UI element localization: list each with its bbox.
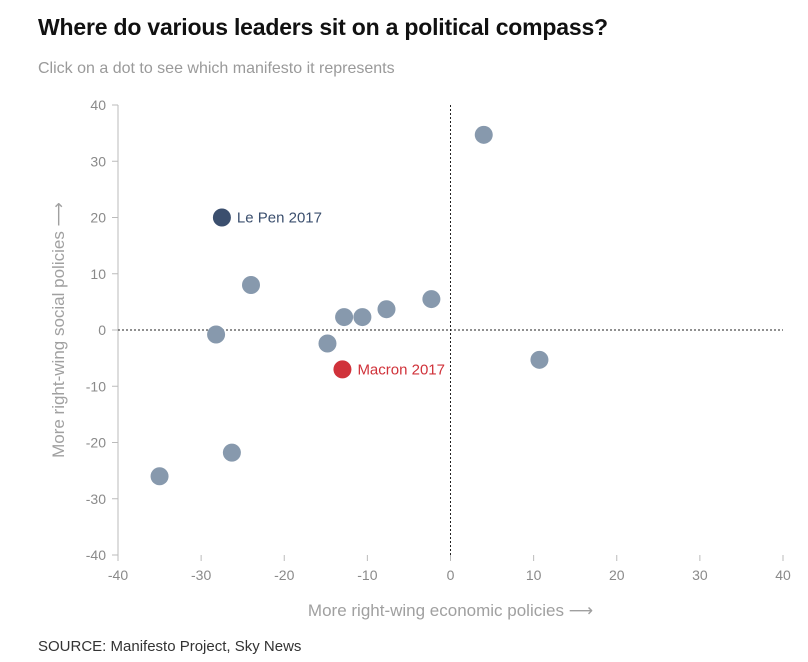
x-tick-label: -10: [357, 567, 377, 583]
data-point[interactable]: [530, 350, 549, 369]
dot-label: Macron 2017: [357, 361, 445, 378]
x-tick-label: 40: [775, 567, 791, 583]
y-tick-label: -10: [86, 378, 106, 394]
dot-le_pen[interactable]: [212, 208, 231, 227]
x-tick-label: 30: [692, 567, 708, 583]
axis-ticks: -40 -30 -20 -10 0 10 20 30 40 -40 -30 -20 -10 0 10 20 30…: [86, 97, 791, 583]
x-axis-label: More right-wing economic policies ⟶: [308, 601, 593, 620]
data-point[interactable]: [207, 325, 226, 344]
data-point[interactable]: [242, 276, 260, 294]
data-point[interactable]: [335, 308, 354, 327]
x-tick-label: -30: [191, 567, 211, 583]
data-point[interactable]: [422, 290, 441, 309]
data-point[interactable]: [353, 308, 372, 327]
y-tick-label: -20: [86, 435, 106, 451]
source-note: SOURCE: Manifesto Project, Sky News: [38, 638, 302, 655]
dot-label: Le Pen 2017: [237, 210, 322, 227]
chart-title: Where do various leaders sit on a politi…: [38, 14, 608, 40]
data-points: Le Pen 2017 Macron 2017: [150, 125, 549, 486]
x-tick-label: 10: [526, 567, 542, 583]
y-tick-label: 30: [90, 153, 106, 169]
y-tick-label: 0: [98, 322, 106, 338]
data-point[interactable]: [377, 300, 396, 319]
data-point[interactable]: [318, 334, 337, 353]
y-tick-label: 10: [90, 266, 106, 282]
y-tick-label: -40: [86, 547, 106, 563]
x-tick-label: -20: [274, 567, 294, 583]
x-tick-label: 20: [609, 567, 625, 583]
dot-macron[interactable]: [333, 360, 352, 379]
chart-subtitle: Click on a dot to see which manifesto it…: [38, 60, 395, 77]
data-point[interactable]: [474, 125, 493, 144]
scatter-chart: -40 -30 -20 -10 0 10 20 30 40 -40 -30 -20 -10 0 10 20 30…: [49, 97, 791, 620]
y-axis-label: More right-wing social policies ⟶: [49, 202, 68, 458]
zero-lines: [118, 105, 783, 555]
x-tick-label: -40: [108, 567, 128, 583]
y-tick-label: 40: [90, 97, 106, 113]
y-tick-label: -30: [86, 491, 106, 507]
y-tick-label: 20: [90, 210, 106, 226]
x-tick-label: 0: [447, 567, 455, 583]
data-point[interactable]: [222, 443, 241, 462]
data-point[interactable]: [150, 467, 169, 486]
